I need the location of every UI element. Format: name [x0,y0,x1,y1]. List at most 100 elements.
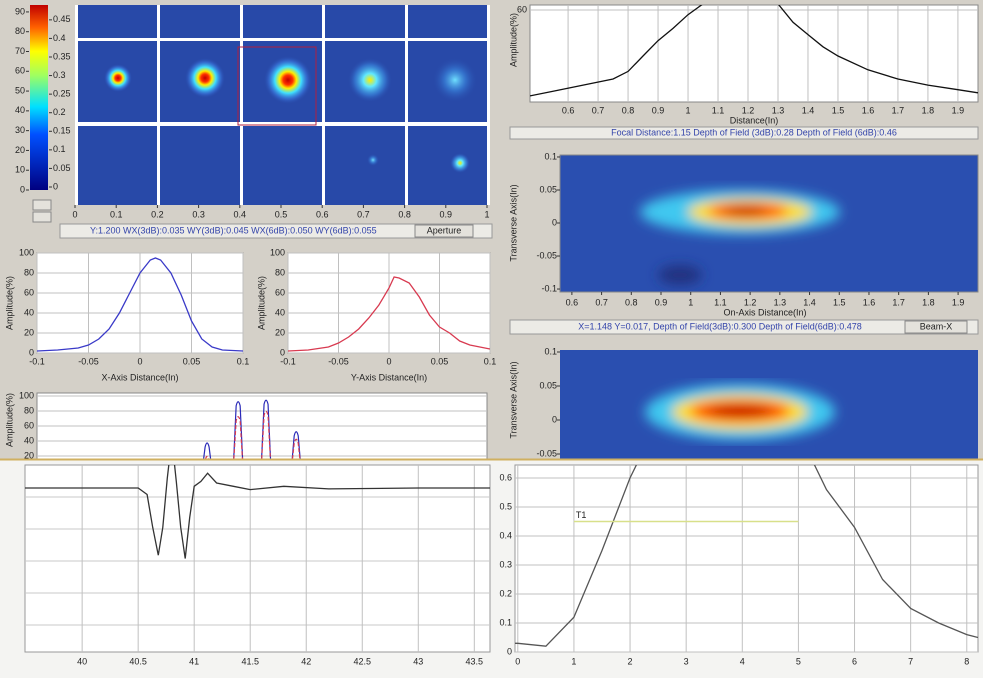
y-axis-label: Transverse Axis(In) [508,361,518,438]
curve [515,465,978,647]
selection [237,46,317,126]
x-tick-label: 43.5 [466,656,484,666]
y-tick-label: -0.05 [536,250,557,260]
x-tick-label: 42.5 [353,656,371,666]
curve [37,257,243,352]
y-tick-label: 40 [275,307,285,317]
x-tick-label: 0.1 [484,356,497,366]
x-tick-label: 3 [684,656,689,666]
x-tick-label: 1.7 [892,105,905,115]
y-tick-label: -0.05 [536,448,557,458]
beam-x-map [560,155,978,292]
aperture-spots [104,56,477,173]
pulse-peak [290,431,302,472]
x-tick-label: 0.2 [151,209,164,219]
x-axis-label: Y-Axis Distance(In) [351,372,427,382]
pulse-peak [260,410,272,472]
x-tick-label: 0.05 [183,356,201,366]
beam-y-map [560,350,978,460]
x-tick-label: 1.7 [892,297,905,307]
colorbar-label: 0.1 [53,144,66,154]
x-tick-label: 0.8 [622,105,635,115]
y-tick-label: 0 [29,347,34,357]
pulse-peak [232,401,244,472]
x-tick-label: 4 [740,656,745,666]
x-tick-label: 0.6 [566,297,579,307]
y-tick-label: 100 [19,390,34,400]
pulse-peak [201,442,213,472]
x-tick-label: 41.5 [241,656,259,666]
x-tick-label: 0.7 [592,105,605,115]
grid-rows [25,496,490,626]
x-tick-label: 0.9 [652,105,665,115]
x-tick-label: 1 [686,105,691,115]
x-tick-label: 1.5 [832,105,845,115]
plot-area [529,4,979,103]
aperture-tiles [78,5,487,205]
x-tick-label: 1.6 [862,105,875,115]
colorbar-label: 70 [15,46,25,56]
caption: Focal Distance:1.15 Depth of Field (3dB)… [611,127,897,137]
x-tick-label: 0 [72,209,77,219]
x-tick-label: 1.9 [952,297,965,307]
x-tick-label: 1.3 [772,105,785,115]
y-tick-label: 0.3 [499,559,512,569]
x-tick-label: 0.9 [440,209,453,219]
curve [530,5,978,97]
y-tick-label: 80 [275,267,285,277]
colorbar-label: 10 [15,165,25,175]
x-tick-label: 0 [386,356,391,366]
spin-up[interactable] [32,199,52,211]
y-tick-label: 60 [517,4,527,14]
x-tick-label: 0.3 [192,209,205,219]
y-tick-label: 0 [552,217,557,227]
x-tick-label: -0.1 [29,356,45,366]
y-tick-label: 20 [275,327,285,337]
y-tick-label: 80 [24,405,34,415]
x-tick-label: 1.8 [922,297,935,307]
y-tick-label: 20 [24,450,34,460]
y-tick-label: 100 [270,247,285,257]
colorbar-label: 0.35 [53,51,71,61]
y-tick-label: 80 [24,267,34,277]
colorbar-label: 0.05 [53,163,71,173]
spin-down[interactable] [32,211,52,223]
aperture-button[interactable] [414,224,474,238]
y-tick-label: 0 [552,414,557,424]
colorbar-label: 60 [15,66,25,76]
colorbar-label: 30 [15,125,25,135]
x-tick-label: 40 [77,656,87,666]
x-tick-label: 1.4 [803,297,816,307]
y-tick-label: 0.5 [499,501,512,511]
y-tick-label: 20 [24,327,34,337]
x-tick-label: 0.1 [237,356,250,366]
x-tick-label: 1.8 [922,105,935,115]
curve [288,276,490,352]
colorbar-label: 0 [53,181,58,191]
x-tick-label: 0.4 [234,209,247,219]
colorbar-label: 40 [15,105,25,115]
status-bar [509,126,979,140]
y-tick-label: -0.1 [541,283,557,293]
beam-x-button[interactable] [904,320,968,334]
x-tick-label: 0.05 [431,356,449,366]
colorbar [30,5,48,190]
y-tick-label: 40 [24,307,34,317]
pulse-peak [232,416,244,472]
x-axis-label: X-Axis Distance(In) [101,372,178,382]
y-axis-label: Amplitude(%) [508,13,518,67]
y-tick-label: 60 [24,420,34,430]
upper-panels: Y:1.200 WX(3dB):0.035 WY(3dB):0.045 WX(6… [4,4,979,475]
x-tick-label: -0.05 [328,356,349,366]
status: Y:1.200 WX(3dB):0.035 WY(3dB):0.045 WX(6… [90,225,377,235]
lower-panels: 40 40.5 41 41.5 42 42.5 43 43.5 0 1 2 3 4 5 6 7 8 0 0.1 0.2… [0,458,983,678]
x-tick-label: 1.1 [712,105,725,115]
x-tick-label: 7 [908,656,913,666]
x-tick-label: 0 [137,356,142,366]
y-tick-label: 0.2 [499,588,512,598]
x-tick-label: -0.05 [78,356,99,366]
x-tick-label: 1.9 [952,105,965,115]
colorbar-label: 0.3 [53,70,66,80]
marker-label: T1 [576,510,587,520]
